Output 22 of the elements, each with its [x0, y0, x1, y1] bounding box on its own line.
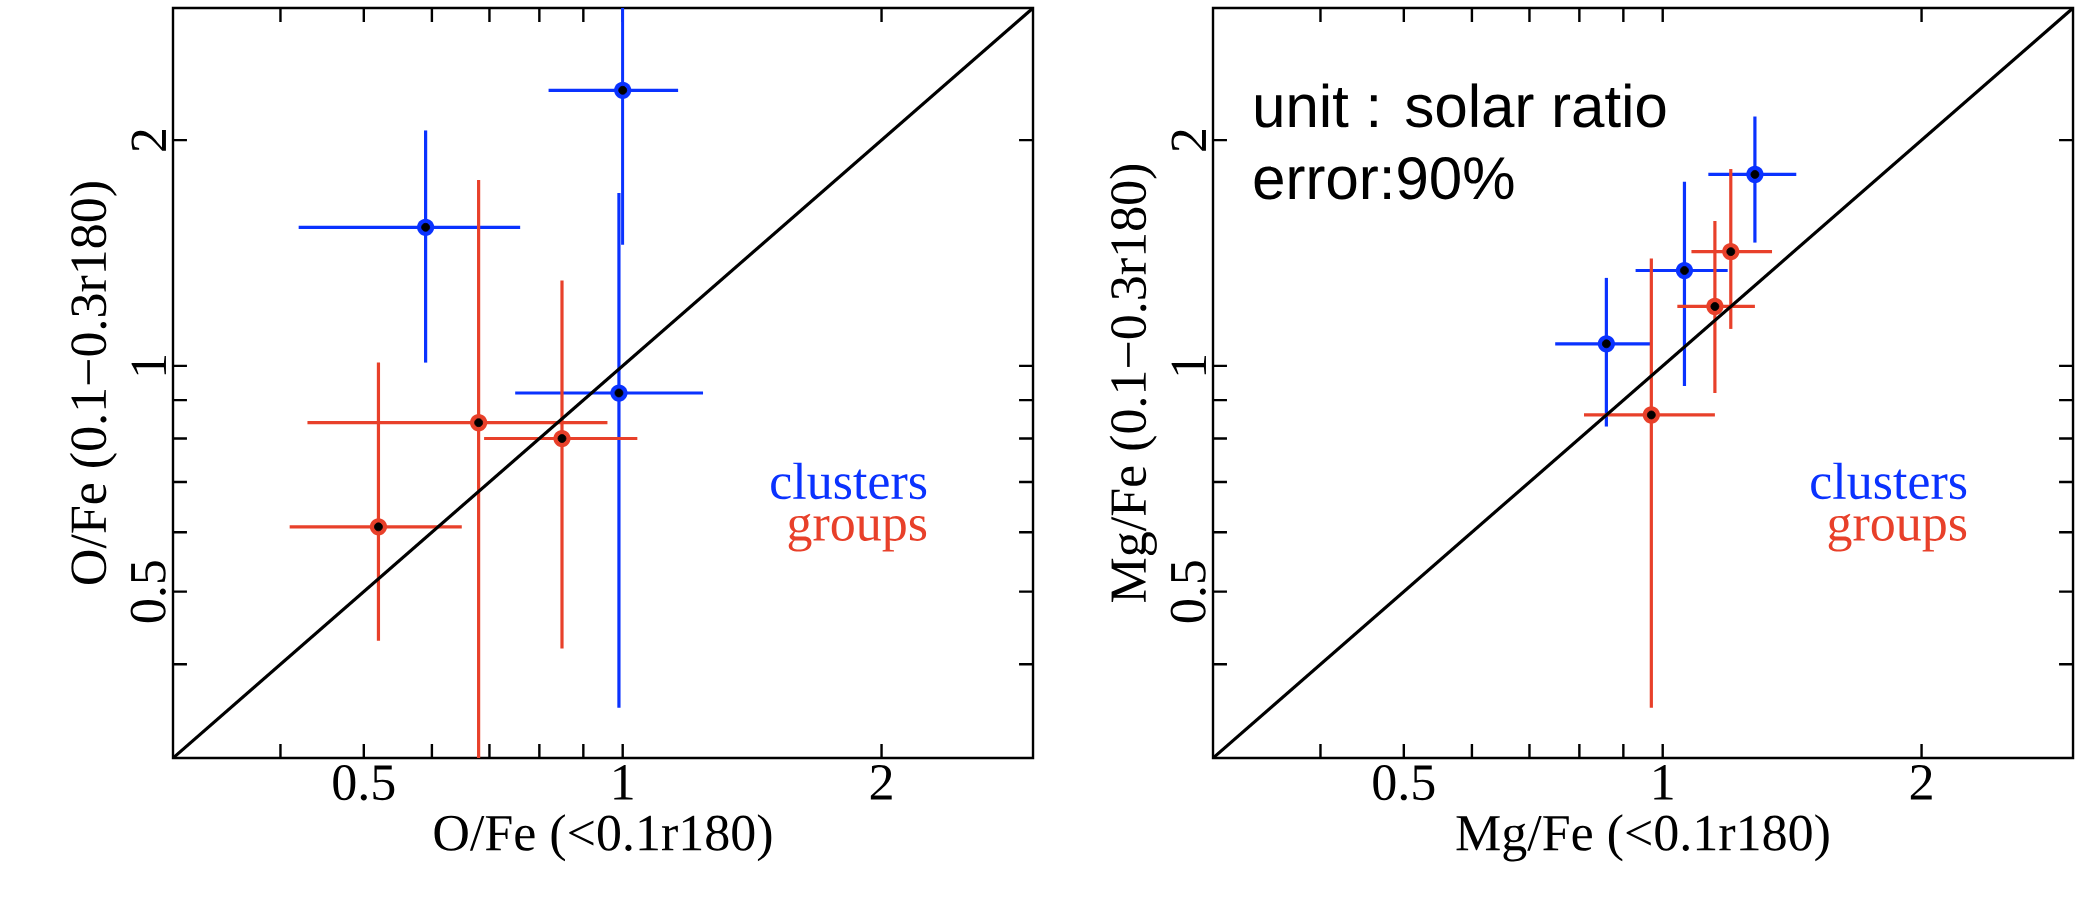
y-tick-label: 2 — [131, 129, 166, 151]
text: clusters — [1811, 462, 1967, 500]
y-tick-label: 1 — [1171, 355, 1206, 375]
y-tick-label: 0.5 — [1170, 561, 1206, 623]
x-tick-label: 1 — [614, 765, 633, 800]
x-tick-label: 2 — [870, 765, 892, 800]
text: clusters — [771, 462, 927, 500]
y-axis-title: O/Fe (0.1−0.3r180) — [69, 182, 117, 585]
y-tick-label: 2 — [1171, 129, 1206, 151]
text: groups — [1828, 513, 1967, 552]
y-tick-label: 0.5 — [130, 561, 166, 623]
annotation: error:90% — [1254, 156, 1514, 200]
x-tick-label: 1 — [1654, 765, 1673, 800]
annotation: unit : solar ratio — [1256, 83, 1666, 128]
y-axis-title: Mg/Fe (0.1−0.3r180) — [1109, 164, 1157, 602]
x-tick-label: 0.5 — [1373, 765, 1435, 801]
x-tick-label: 0.5 — [333, 765, 395, 801]
text: groups — [788, 513, 927, 552]
x-axis-title: Mg/Fe (<0.1r180) — [1456, 814, 1829, 862]
x-tick-label: 2 — [1910, 765, 1932, 800]
x-axis-title: O/Fe (<0.1r180) — [434, 814, 772, 862]
y-tick-label: 1 — [131, 355, 166, 375]
